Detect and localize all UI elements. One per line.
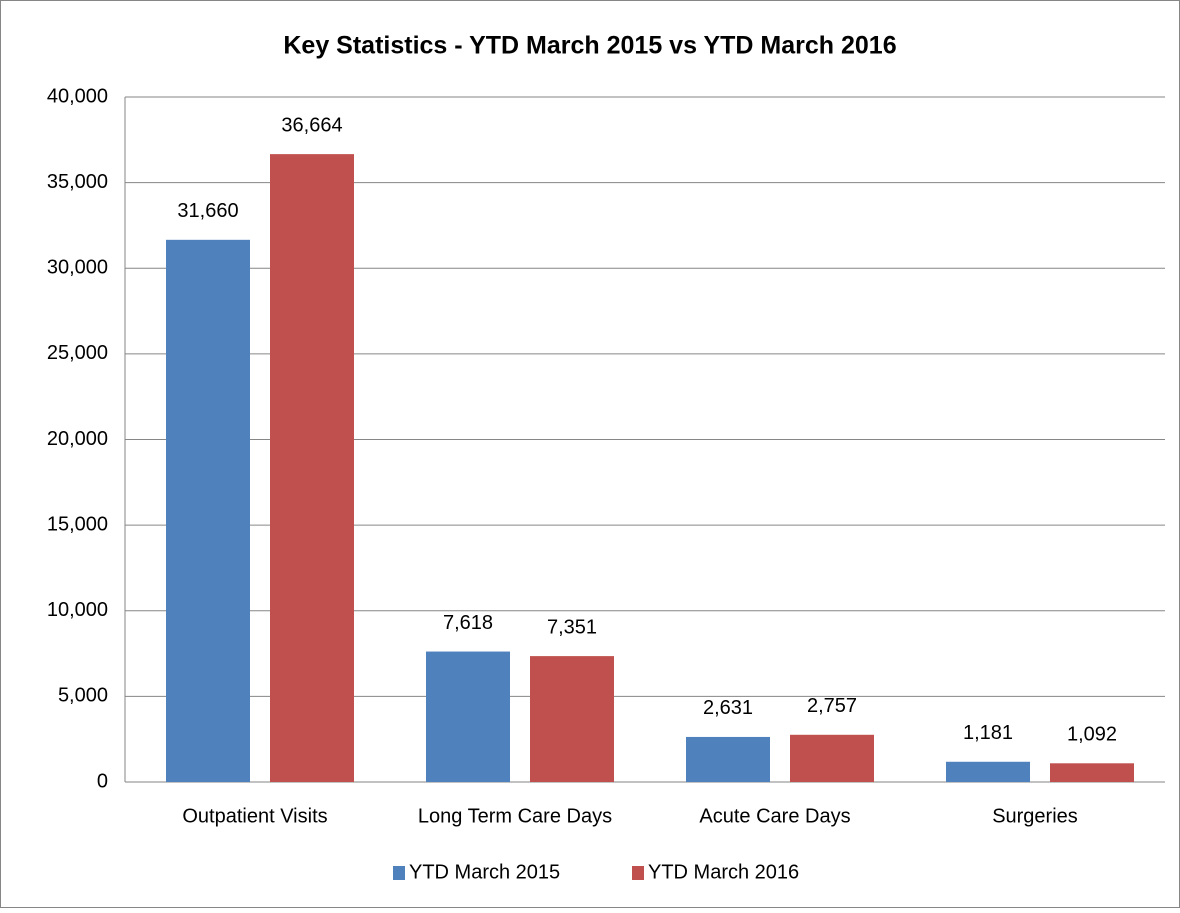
y-tick-label: 40,000 — [47, 85, 108, 107]
data-label: 7,351 — [547, 616, 597, 638]
y-tick-label: 30,000 — [47, 257, 108, 279]
y-tick-label: 5,000 — [58, 685, 108, 707]
y-tick-label: 10,000 — [47, 599, 108, 621]
legend-swatch — [632, 866, 644, 880]
bar — [1050, 763, 1134, 782]
data-label: 2,631 — [703, 697, 753, 719]
chart-title: Key Statistics - YTD March 2015 vs YTD M… — [283, 32, 896, 60]
bar — [270, 154, 354, 782]
data-label: 36,664 — [281, 114, 342, 136]
bar — [166, 239, 250, 782]
data-label: 1,181 — [963, 722, 1013, 744]
x-tick-label: Surgeries — [992, 805, 1078, 827]
bar — [530, 656, 614, 782]
y-tick-label: 0 — [97, 770, 108, 792]
x-tick-label: Long Term Care Days — [418, 805, 612, 827]
x-tick-label: Outpatient Visits — [182, 805, 327, 827]
bar — [946, 761, 1030, 782]
data-label: 7,618 — [443, 612, 493, 634]
legend-swatch — [393, 866, 405, 880]
y-tick-label: 20,000 — [47, 428, 108, 450]
legend-label: YTD March 2016 — [648, 861, 799, 883]
x-tick-label: Acute Care Days — [699, 805, 850, 827]
data-label: 2,757 — [807, 695, 857, 717]
bar — [426, 651, 510, 782]
data-label: 1,092 — [1067, 724, 1117, 746]
data-label: 31,660 — [177, 200, 238, 222]
y-tick-label: 25,000 — [47, 342, 108, 364]
bar — [686, 736, 770, 782]
y-tick-label: 15,000 — [47, 513, 108, 535]
y-tick-label: 35,000 — [47, 171, 108, 193]
legend-label: YTD March 2015 — [409, 861, 560, 883]
bar — [790, 734, 874, 782]
